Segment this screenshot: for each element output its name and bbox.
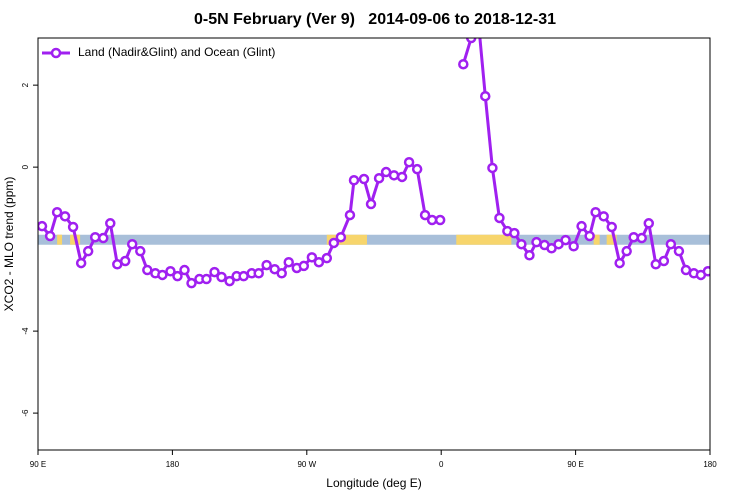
- data-point: [38, 220, 48, 232]
- data-point: [494, 212, 505, 224]
- data-point: [165, 266, 176, 277]
- data-point: [658, 255, 670, 267]
- data-point: [201, 273, 212, 285]
- data-point: [388, 170, 400, 181]
- data-point: [51, 206, 63, 218]
- data-point: [576, 220, 587, 232]
- data-point: [403, 156, 415, 168]
- data-point: [89, 231, 101, 243]
- data-point: [650, 259, 662, 270]
- data-point: [321, 252, 333, 264]
- data-point: [172, 270, 183, 282]
- data-point: [524, 250, 535, 261]
- data-point: [142, 264, 153, 276]
- data-point: [531, 236, 542, 248]
- data-point: [306, 252, 318, 263]
- data-point: [365, 198, 377, 210]
- data-point: [487, 162, 498, 174]
- y-tick-label: 2: [21, 82, 30, 87]
- data-point: [119, 255, 131, 267]
- data-point: [261, 259, 272, 271]
- data-point: [126, 238, 138, 250]
- data-point: [157, 269, 168, 281]
- data-point: [643, 218, 655, 229]
- data-point: [396, 171, 408, 183]
- data-point: [67, 221, 79, 233]
- data-point: [598, 211, 609, 222]
- data-point: [702, 266, 710, 277]
- legend-marker: [50, 47, 62, 59]
- data-point: [186, 277, 197, 289]
- x-tick-label: 90 E: [567, 460, 583, 469]
- y-tick-label: -6: [21, 409, 30, 417]
- data-point: [568, 241, 579, 252]
- data-point: [419, 209, 431, 221]
- plot-frame: [37, 37, 711, 451]
- data-point: [298, 260, 310, 272]
- data-point: [328, 237, 340, 249]
- plot-area: [38, 38, 710, 289]
- x-axis-label: Longitude (deg E): [326, 476, 421, 490]
- data-point: [606, 221, 617, 233]
- data-point: [411, 163, 423, 175]
- data-point: [179, 264, 190, 276]
- data-point: [373, 172, 385, 184]
- data-point: [44, 230, 56, 242]
- data-point: [348, 175, 360, 186]
- data-point: [614, 257, 625, 269]
- data-point: [253, 268, 264, 279]
- data-point: [665, 238, 677, 250]
- data-point: [344, 209, 356, 221]
- data-point: [636, 232, 648, 244]
- data-point: [434, 214, 446, 226]
- data-point: [590, 206, 601, 218]
- x-tick-label: 0: [439, 460, 444, 469]
- data-point: [238, 270, 249, 282]
- x-tick-label: 90 E: [30, 460, 46, 469]
- data-point: [276, 268, 287, 279]
- data-point: [105, 218, 116, 229]
- data-point: [283, 256, 294, 268]
- x-tick-label: 180: [703, 460, 717, 469]
- x-tick-label: 90 W: [297, 460, 316, 469]
- data-point: [584, 230, 595, 242]
- data-point: [516, 238, 527, 250]
- data-point: [224, 275, 235, 287]
- data-point: [313, 256, 325, 268]
- data-point: [335, 231, 347, 243]
- x-tick-label: 180: [166, 460, 180, 469]
- y-tick-label: -4: [21, 327, 30, 335]
- data-point: [75, 257, 87, 269]
- data-point: [628, 231, 639, 243]
- data-point: [209, 266, 220, 278]
- data-point: [673, 245, 685, 257]
- data-point: [59, 211, 71, 222]
- data-point: [426, 214, 438, 226]
- y-tick-label: 0: [21, 164, 30, 169]
- data-point: [480, 90, 491, 102]
- data-point: [135, 245, 146, 257]
- data-point: [621, 245, 632, 257]
- data-point: [82, 245, 94, 257]
- data-point: [216, 271, 227, 283]
- y-axis-label: XCO2 - MLO trend (ppm): [2, 177, 16, 312]
- data-point: [560, 234, 571, 246]
- data-point: [509, 227, 520, 239]
- data-point: [98, 232, 109, 244]
- data-point: [358, 173, 370, 185]
- data-point: [458, 58, 469, 70]
- legend-label: Land (Nadir&Glint) and Ocean (Glint): [78, 45, 275, 59]
- chart-title: 0-5N February (Ver 9) 2014-09-06 to 2018…: [194, 11, 556, 28]
- data-point: [465, 38, 477, 44]
